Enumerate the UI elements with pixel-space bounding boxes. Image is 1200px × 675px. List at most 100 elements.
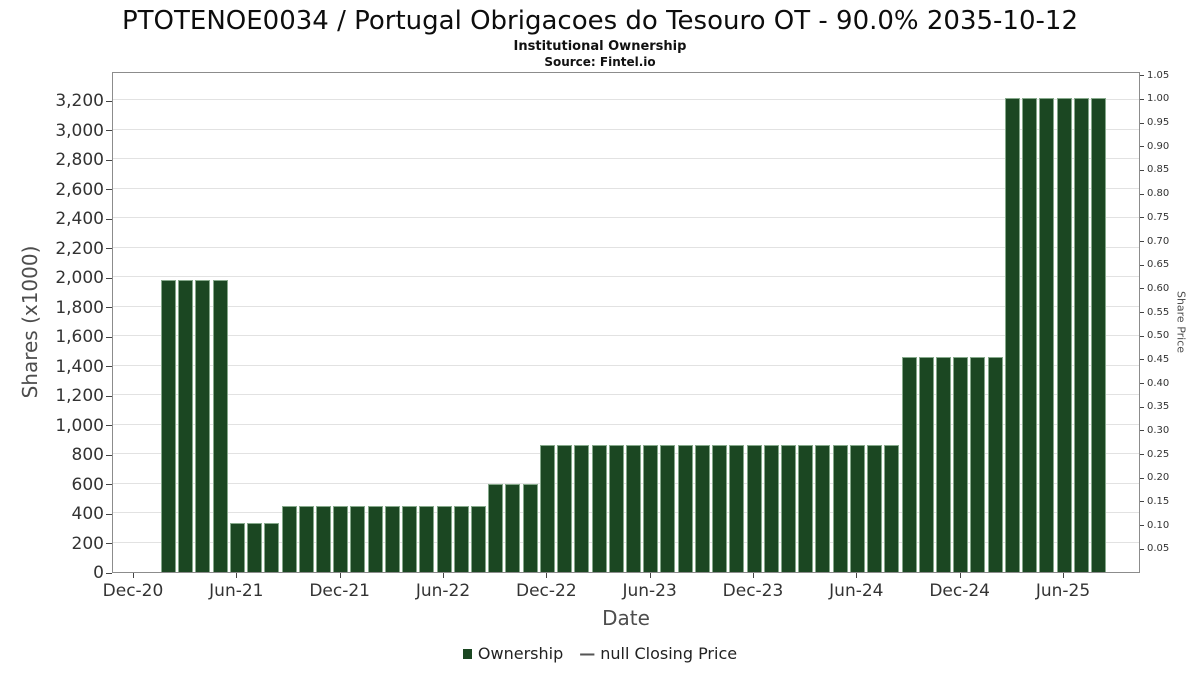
ownership-bar <box>212 280 228 572</box>
x-axis-tick-label: Dec-24 <box>929 581 990 601</box>
x-axis-label: Date <box>602 606 650 630</box>
ownership-bar <box>953 356 969 572</box>
y-axis-right-tick-mark <box>1140 146 1144 148</box>
ownership-bar <box>1004 97 1020 572</box>
x-axis-tick-label: Jun-24 <box>829 581 884 601</box>
chart-title: PTOTENOE0034 / Portugal Obrigacoes do Te… <box>122 6 1078 36</box>
y-axis-right-tick-label: 0.60 <box>1147 282 1170 294</box>
y-axis-left-tick-label: 400 <box>71 504 104 525</box>
y-axis-left-tick-mark <box>106 572 112 574</box>
ownership-bar <box>384 505 400 572</box>
y-axis-right-tick-label: 0.15 <box>1147 495 1170 507</box>
y-axis-right-tick-mark <box>1140 525 1144 527</box>
y-axis-left-tick-label: 2,400 <box>55 209 104 230</box>
y-axis-left-tick-mark <box>106 218 112 220</box>
y-axis-right-tick-label: 0.80 <box>1147 188 1170 200</box>
y-axis-right-tick-mark <box>1140 359 1144 361</box>
y-axis-right-tick-mark <box>1140 217 1144 219</box>
gridline <box>113 335 1139 337</box>
ownership-bar <box>591 445 607 572</box>
ownership-bar <box>298 505 314 572</box>
ownership-bar <box>677 445 693 572</box>
y-axis-left-tick-mark <box>106 277 112 279</box>
ownership-bar <box>608 445 624 572</box>
y-axis-right-tick-mark <box>1140 169 1144 171</box>
y-axis-label-right: Share Price <box>1174 290 1188 354</box>
x-axis-tick-mark <box>236 573 238 578</box>
y-axis-left-tick-label: 800 <box>71 445 104 466</box>
y-axis-left-tick-label: 600 <box>71 474 104 495</box>
y-axis-left-tick-mark <box>106 307 112 309</box>
y-axis-right-tick-label: 0.90 <box>1147 140 1170 152</box>
y-axis-right-tick-mark <box>1140 501 1144 503</box>
y-axis-left-tick-label: 0 <box>93 563 104 583</box>
x-axis-tick-label: Dec-22 <box>515 581 577 601</box>
y-axis-left-tick-mark <box>106 484 112 486</box>
x-axis-tick-label: Jun-25 <box>1035 581 1091 601</box>
chart-source: Source: Fintel.io <box>544 55 656 69</box>
y-axis-right-tick-mark <box>1140 241 1144 243</box>
ownership-bar <box>333 505 349 572</box>
y-axis-right-tick-mark <box>1140 75 1144 77</box>
ownership-bar <box>178 280 194 572</box>
y-axis-right-tick-mark <box>1140 193 1144 195</box>
y-axis-left-tick-mark <box>106 395 112 397</box>
y-axis-left-tick-mark <box>106 336 112 338</box>
ownership-bar <box>712 445 728 572</box>
y-axis-right-tick-mark <box>1140 477 1144 479</box>
ownership-bar <box>350 505 366 572</box>
ownership-bar <box>367 505 383 572</box>
ownership-bar <box>1073 97 1089 572</box>
y-axis-left-tick-label: 2,000 <box>55 268 104 289</box>
y-axis-left-tick-label: 2,200 <box>55 238 104 259</box>
y-axis-right-tick-label: 0.20 <box>1147 472 1170 484</box>
chart-subtitle: Institutional Ownership <box>513 39 687 54</box>
ownership-bar <box>694 445 710 572</box>
y-axis-left-tick-mark <box>106 366 112 368</box>
ownership-bar <box>195 280 211 572</box>
y-axis-left-tick-label: 1,400 <box>55 356 104 377</box>
x-axis-tick-label: Jun-21 <box>209 581 264 601</box>
y-axis-right-tick-label: 0.75 <box>1147 211 1170 223</box>
ownership-bar <box>643 445 659 572</box>
ownership-bar <box>746 445 762 572</box>
y-axis-right-tick-label: 0.50 <box>1147 330 1170 342</box>
y-axis-right-tick-mark <box>1140 335 1144 337</box>
y-axis-left-tick-label: 200 <box>71 533 104 554</box>
y-axis-left-tick-mark <box>106 543 112 545</box>
y-axis-right-tick-label: 0.25 <box>1147 448 1170 460</box>
y-axis-right-tick-mark <box>1140 454 1144 456</box>
ownership-bar <box>1039 97 1055 572</box>
y-axis-right-tick-label: 1.00 <box>1147 93 1170 105</box>
x-axis-tick-mark <box>753 573 754 578</box>
x-axis-tick-mark <box>546 573 548 578</box>
ownership-bar <box>763 445 779 572</box>
y-axis-left-tick-label: 3,200 <box>55 91 104 112</box>
ownership-bar <box>625 445 641 572</box>
x-axis-tick-label: Dec-20 <box>102 581 164 601</box>
x-axis-tick-mark <box>339 573 341 578</box>
legend-ownership-label: Ownership <box>477 644 564 663</box>
ownership-bar <box>1090 97 1106 572</box>
y-axis-right-tick-label: 0.30 <box>1147 424 1170 436</box>
y-axis-left-tick-mark <box>106 100 112 102</box>
y-axis-left-tick-label: 1,200 <box>55 386 104 407</box>
x-axis-tick-label: Dec-23 <box>722 581 784 601</box>
x-axis-tick-mark <box>959 573 961 578</box>
y-axis-right-tick-mark <box>1140 312 1144 314</box>
y-axis-right-tick-label: 0.85 <box>1147 164 1170 176</box>
ownership-bar <box>281 505 297 572</box>
gridline <box>113 158 1139 160</box>
ownership-bar <box>522 483 538 572</box>
x-axis-tick-label: Jun-22 <box>415 581 471 601</box>
ownership-bar <box>436 505 452 572</box>
ownership-bar <box>453 505 469 572</box>
ownership-bar <box>815 445 831 572</box>
x-axis-tick-label: Dec-21 <box>309 581 370 601</box>
ownership-bar <box>557 445 573 572</box>
y-axis-right-tick-mark <box>1140 264 1144 266</box>
ownership-bar <box>419 505 435 572</box>
ownership-bar <box>229 523 245 572</box>
ownership-bar <box>832 445 848 572</box>
